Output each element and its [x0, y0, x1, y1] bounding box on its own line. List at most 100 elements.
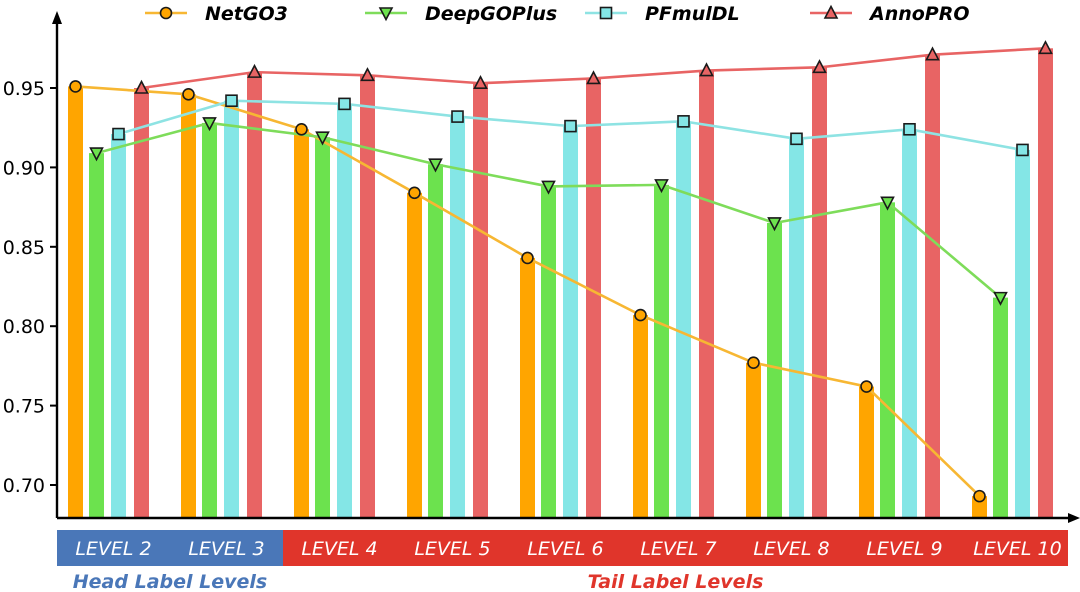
x-tick-label-level-5: LEVEL 5	[414, 538, 490, 560]
bar-annopro-level-6	[586, 78, 601, 519]
point-annopro-level-4	[360, 67, 375, 82]
legend-item-netgo3: NetGO3	[145, 3, 288, 25]
point-annopro-level-6	[586, 70, 601, 85]
point-annopro-level-7	[699, 62, 714, 77]
point-netgo3-level-9	[860, 380, 873, 393]
band-head-label-levels	[57, 530, 283, 566]
point-pfmuldl-level-10	[1016, 143, 1029, 157]
y-tick-label: 0.90	[3, 157, 45, 179]
point-pfmuldl-level-9	[903, 122, 916, 136]
point-netgo3-level-5	[408, 186, 421, 200]
point-netgo3-level-2	[69, 80, 82, 93]
y-axis-arrow	[52, 11, 62, 24]
bar-annopro-level-3	[247, 72, 262, 519]
bar-annopro-level-10	[1038, 48, 1053, 519]
point-deepgoplus-level-10	[993, 291, 1008, 306]
bar-annopro-level-7	[699, 70, 714, 519]
point-deepgoplus-level-3	[202, 117, 217, 132]
bar-deepgoplus-level-9	[880, 202, 895, 518]
y-tick-label: 0.80	[3, 316, 45, 338]
x-tick-label-level-2: LEVEL 2	[75, 538, 151, 560]
point-pfmuldl-level-7	[677, 115, 690, 128]
point-netgo3-level-10	[973, 489, 986, 503]
lines-layer	[75, 47, 1046, 498]
legend-label-annopro: AnnoPRO	[868, 3, 970, 25]
bar-netgo3-level-3	[181, 94, 196, 519]
point-annopro-level-5	[473, 75, 488, 90]
bar-netgo3-level-7	[633, 315, 648, 518]
band-tail-label-levels	[283, 530, 1068, 566]
point-annopro-level-8	[812, 59, 827, 74]
legend: NetGO3 DeepGOPlus PFmulDL AnnoPRO	[145, 3, 970, 25]
point-deepgoplus-level-9	[880, 196, 895, 211]
x-tick-label-level-7: LEVEL 7	[640, 538, 716, 560]
x-tick-label-level-3: LEVEL 3	[188, 538, 264, 560]
point-deepgoplus-level-7	[654, 179, 669, 194]
bar-pfmuldl-level-4	[337, 103, 352, 518]
markers-layer	[69, 40, 1053, 503]
point-pfmuldl-level-8	[790, 132, 803, 146]
bar-annopro-level-8	[812, 67, 827, 518]
legend-marker-netgo3	[159, 6, 173, 20]
bar-annopro-level-2	[134, 88, 149, 518]
bar-deepgoplus-level-6	[541, 186, 556, 518]
point-pfmuldl-level-5	[451, 110, 464, 123]
y-tick-label: 0.70	[3, 475, 45, 497]
bar-netgo3-level-8	[746, 362, 761, 518]
group-label-tail-label-levels: Tail Label Levels	[588, 571, 764, 592]
category-bands: Head Label Levels Tail Label Levels LEVEL …	[57, 530, 1068, 592]
legend-item-pfmuldl: PFmulDL	[585, 3, 740, 25]
legend-label-netgo3: NetGO3	[205, 3, 288, 25]
bar-pfmuldl-level-2	[111, 134, 126, 518]
point-pfmuldl-level-2	[112, 127, 125, 141]
bar-pfmuldl-level-7	[676, 121, 691, 519]
legend-item-annopro: AnnoPRO	[810, 3, 970, 25]
point-pfmuldl-level-3	[225, 94, 238, 108]
bar-netgo3-level-9	[859, 386, 874, 518]
legend-item-deepgoplus: DeepGOPlus	[365, 3, 557, 25]
bar-deepgoplus-level-7	[654, 184, 669, 519]
bar-pfmuldl-level-8	[789, 138, 804, 519]
point-annopro-level-2	[134, 79, 149, 94]
x-tick-label-level-8: LEVEL 8	[753, 538, 829, 560]
point-deepgoplus-level-5	[428, 158, 443, 173]
bar-netgo3-level-2	[68, 86, 83, 519]
point-deepgoplus-level-4	[315, 131, 330, 146]
point-annopro-level-9	[925, 46, 940, 61]
bar-annopro-level-5	[473, 83, 488, 519]
y-tick-label: 0.85	[3, 237, 45, 259]
group-label-head-label-levels: Head Label Levels	[73, 571, 267, 592]
bar-netgo3-level-5	[407, 192, 422, 519]
legend-marker-deepgoplus	[378, 7, 394, 22]
y-tick-label: 0.95	[3, 78, 45, 100]
point-pfmuldl-level-6	[564, 119, 577, 133]
point-deepgoplus-level-6	[541, 180, 556, 195]
point-netgo3-level-4	[295, 122, 308, 136]
bar-deepgoplus-level-8	[767, 222, 782, 519]
legend-marker-annopro	[823, 4, 839, 19]
point-netgo3-level-8	[747, 356, 760, 370]
legend-label-pfmuldl: PFmulDL	[645, 3, 740, 25]
bar-pfmuldl-level-9	[902, 129, 917, 518]
bar-annopro-level-9	[925, 54, 940, 518]
y-tick-label: 0.75	[3, 396, 45, 418]
bar-deepgoplus-level-3	[202, 122, 217, 518]
point-netgo3-level-3	[182, 88, 195, 101]
legend-label-deepgoplus: DeepGOPlus	[425, 3, 557, 25]
point-netgo3-level-7	[634, 308, 647, 322]
bar-deepgoplus-level-4	[315, 137, 330, 518]
x-tick-label-level-4: LEVEL 4	[301, 538, 377, 560]
legend-marker-pfmuldl	[599, 6, 613, 20]
point-annopro-level-10	[1038, 40, 1053, 55]
bar-pfmuldl-level-6	[563, 126, 578, 518]
point-deepgoplus-level-2	[89, 147, 104, 162]
bar-pfmuldl-level-10	[1015, 149, 1030, 518]
point-pfmuldl-level-4	[338, 97, 351, 111]
bar-deepgoplus-level-2	[89, 153, 104, 518]
x-axis-arrow	[1068, 513, 1080, 523]
bar-deepgoplus-level-5	[428, 164, 443, 518]
bar-pfmuldl-level-5	[450, 116, 465, 519]
bar-pfmuldl-level-3	[224, 100, 239, 518]
bar-netgo3-level-10	[972, 496, 987, 518]
bars-layer	[68, 48, 1053, 519]
